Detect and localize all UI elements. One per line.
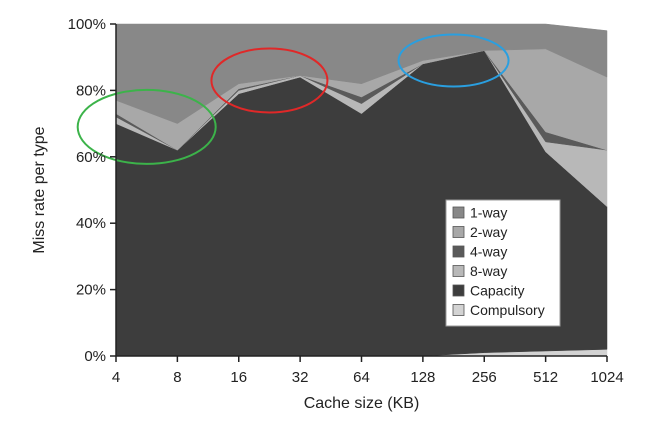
legend-swatch-1-way xyxy=(452,206,465,219)
y-axis-title: Miss rate per type xyxy=(31,126,48,253)
x-tick-label: 4 xyxy=(112,369,120,386)
legend-label-4-way: 4-way xyxy=(470,244,507,260)
legend-label-1-way: 1-way xyxy=(470,205,507,221)
x-axis-title: Cache size (KB) xyxy=(304,395,420,412)
annotation-group xyxy=(76,33,510,165)
y-tick-label: 20% xyxy=(76,282,106,299)
y-tick-label: 60% xyxy=(76,149,106,166)
legend-swatch-2-way xyxy=(452,226,465,238)
y-tick-label: 0% xyxy=(84,348,106,365)
x-tick-label: 32 xyxy=(292,369,309,386)
legend-label-2-way: 2-way xyxy=(470,224,507,240)
legend-label-capacity: Capacity xyxy=(470,283,524,299)
x-tick-label: 1024 xyxy=(590,369,623,386)
legend-swatch-4-way xyxy=(452,245,465,258)
legend: 1-way 2-way 4-way 8-way Capacity Compulsory xyxy=(445,199,561,327)
legend-label-8-way: 8-way xyxy=(470,263,507,279)
x-tick-label: 64 xyxy=(353,369,370,386)
x-tick-label: 128 xyxy=(410,369,435,386)
y-tick-label: 40% xyxy=(76,215,106,232)
x-tick-label: 8 xyxy=(173,369,181,386)
x-tick-label: 16 xyxy=(230,369,247,386)
axes-group: 0% 20% 40% 60% 80% 100% 4 8 16 32 64 128 256 512 1024 C… xyxy=(31,16,624,412)
legend-swatch-8-way xyxy=(452,265,465,277)
y-tick-label: 80% xyxy=(76,82,106,99)
legend-swatch-capacity xyxy=(452,284,465,297)
legend-swatch-compulsory xyxy=(452,304,465,316)
area-1-way xyxy=(115,23,608,124)
annotation-ellipse-1 xyxy=(76,88,217,165)
y-tick-label: 100% xyxy=(68,16,106,33)
legend-box xyxy=(445,199,561,327)
annotation-ellipse-3 xyxy=(397,33,510,88)
x-tick-label: 256 xyxy=(472,369,497,386)
annotation-ellipse-2 xyxy=(210,47,329,114)
legend-label-compulsory: Compulsory xyxy=(470,302,545,318)
x-tick-label: 512 xyxy=(533,369,558,386)
